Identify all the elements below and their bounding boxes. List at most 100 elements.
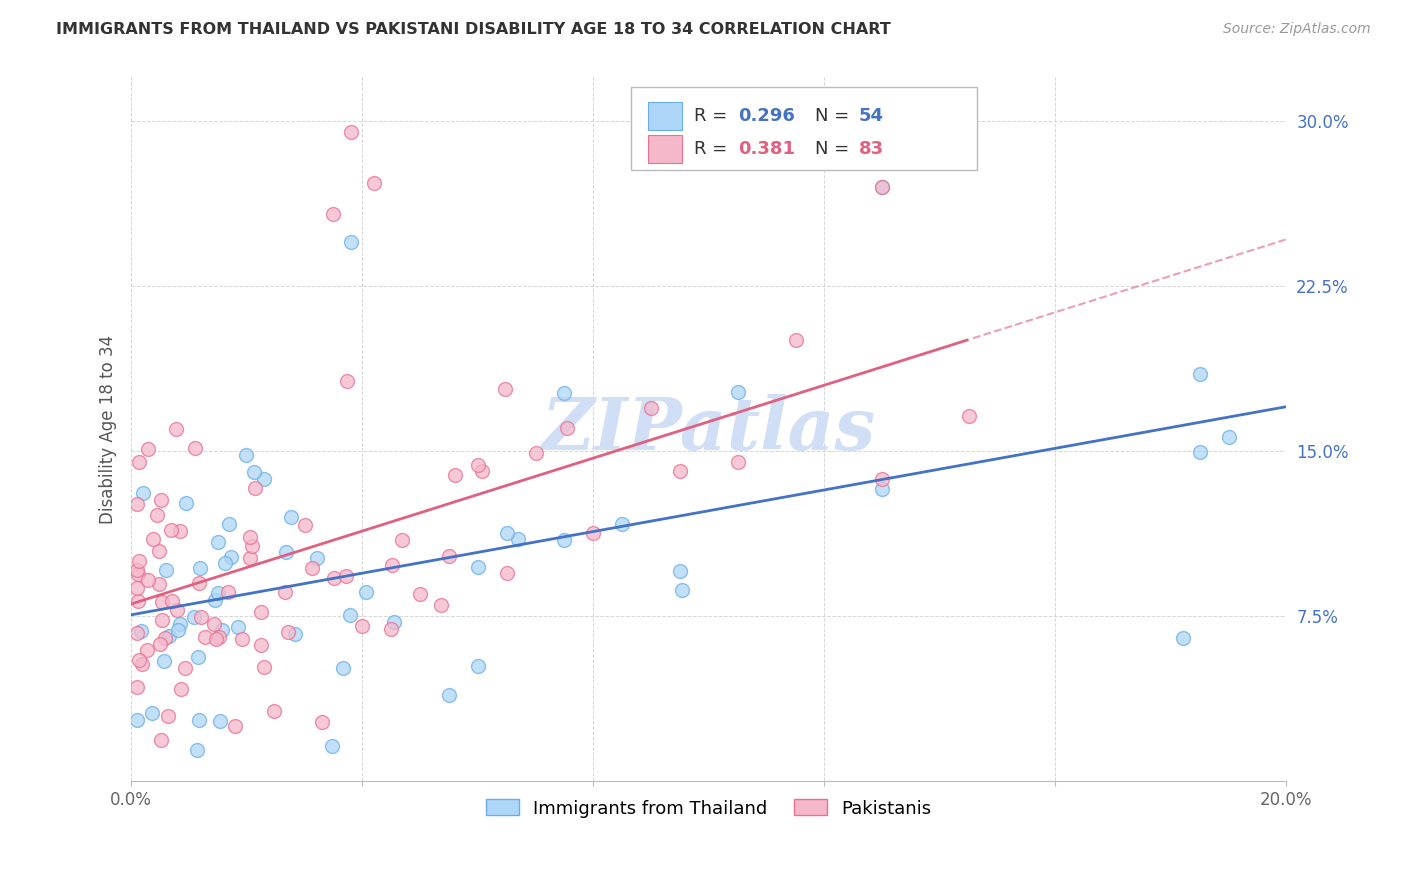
Point	[352, 618, 374, 632]
Point	[444, 467, 467, 482]
Point	[1188, 445, 1211, 459]
Text: 0.381: 0.381	[738, 140, 794, 158]
Point	[332, 661, 354, 675]
Point	[321, 739, 343, 753]
Point	[231, 632, 253, 646]
Point	[153, 632, 176, 646]
Y-axis label: Disability Age 18 to 34: Disability Age 18 to 34	[100, 334, 117, 524]
Point	[141, 706, 163, 720]
Point	[301, 561, 323, 575]
Point	[391, 533, 413, 547]
Point	[148, 543, 170, 558]
Point	[187, 650, 209, 665]
Point	[150, 595, 173, 609]
Point	[243, 481, 266, 495]
Point	[129, 624, 152, 638]
Point	[149, 732, 172, 747]
Point	[146, 508, 169, 522]
Text: 54: 54	[859, 107, 884, 125]
Point	[125, 714, 148, 728]
Point	[136, 573, 159, 587]
Point	[870, 180, 893, 194]
Point	[409, 587, 432, 601]
Point	[311, 714, 333, 729]
Point	[153, 654, 176, 668]
Point	[135, 642, 157, 657]
Point	[380, 623, 402, 637]
Point	[553, 386, 575, 401]
Point	[160, 594, 183, 608]
Point	[1188, 368, 1211, 382]
Point	[190, 610, 212, 624]
Point	[335, 569, 357, 583]
Text: R =: R =	[693, 107, 733, 125]
Point	[226, 620, 249, 634]
Point	[165, 422, 187, 436]
Point	[183, 610, 205, 624]
Point	[253, 660, 276, 674]
Point	[235, 448, 257, 462]
Point	[125, 581, 148, 595]
Point	[170, 681, 193, 696]
Point	[363, 176, 385, 190]
Point	[381, 558, 404, 573]
Point	[207, 585, 229, 599]
Point	[142, 532, 165, 546]
Point	[160, 523, 183, 537]
Text: 83: 83	[859, 140, 884, 158]
Point	[249, 638, 271, 652]
Point	[167, 624, 190, 638]
Bar	[648, 103, 682, 130]
Point	[207, 535, 229, 549]
Point	[217, 584, 239, 599]
Point	[169, 616, 191, 631]
Point	[149, 637, 172, 651]
Point	[208, 630, 231, 644]
Point	[322, 207, 344, 221]
Point	[467, 458, 489, 472]
Point	[174, 661, 197, 675]
Point	[202, 616, 225, 631]
Point	[640, 401, 662, 415]
Point	[870, 180, 893, 194]
Point	[127, 593, 149, 607]
Point	[240, 539, 263, 553]
Point	[339, 608, 361, 623]
Point	[1218, 430, 1240, 444]
Point	[1171, 631, 1194, 645]
Point	[274, 544, 297, 558]
Bar	[648, 135, 682, 162]
Point	[149, 493, 172, 508]
Point	[356, 585, 378, 599]
Point	[785, 333, 807, 347]
Point	[128, 455, 150, 469]
Point	[305, 551, 328, 566]
Point	[243, 465, 266, 479]
Point	[669, 565, 692, 579]
Point	[125, 563, 148, 577]
Point	[239, 530, 262, 544]
Point	[125, 626, 148, 640]
Point	[128, 554, 150, 568]
Point	[506, 532, 529, 546]
Point	[339, 235, 361, 250]
Point	[174, 496, 197, 510]
Point	[125, 680, 148, 694]
Point	[437, 549, 460, 564]
Point	[322, 571, 344, 585]
Point	[148, 576, 170, 591]
Point	[224, 719, 246, 733]
Point	[336, 374, 359, 388]
Point	[169, 524, 191, 538]
Point	[437, 688, 460, 702]
Point	[211, 623, 233, 637]
Point	[157, 629, 180, 643]
Point	[218, 517, 240, 532]
Point	[125, 497, 148, 511]
Point	[263, 705, 285, 719]
Point	[190, 561, 212, 575]
Point	[494, 382, 516, 396]
Text: N =: N =	[815, 140, 855, 158]
Point	[727, 384, 749, 399]
Text: Source: ZipAtlas.com: Source: ZipAtlas.com	[1223, 22, 1371, 37]
